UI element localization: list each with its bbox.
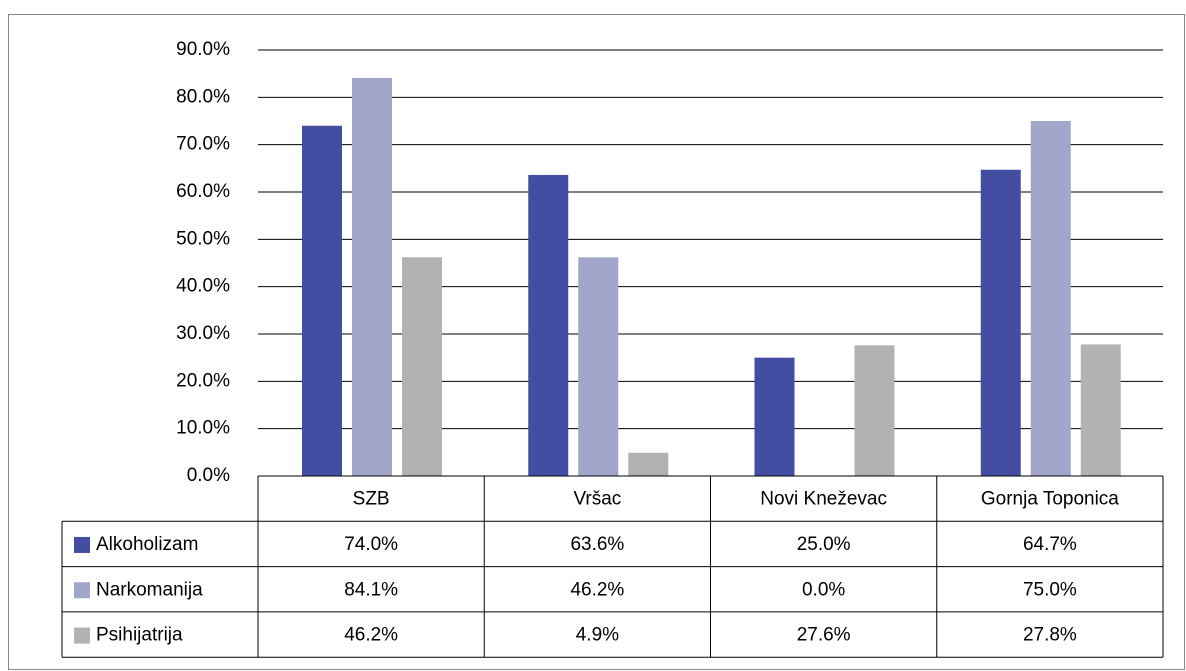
x-tick-label: SZB bbox=[353, 489, 390, 510]
y-tick-label: 50.0% bbox=[176, 228, 230, 249]
table-value: 27.8% bbox=[1023, 625, 1077, 646]
y-tick-label: 10.0% bbox=[176, 418, 230, 439]
bar bbox=[402, 257, 442, 476]
legend-label: Alkoholizam bbox=[96, 534, 198, 555]
y-tick-label: 30.0% bbox=[176, 323, 230, 344]
y-tick-label: 80.0% bbox=[176, 86, 230, 107]
table-value: 84.1% bbox=[344, 579, 398, 600]
y-tick-label: 20.0% bbox=[176, 370, 230, 391]
y-tick-label: 0.0% bbox=[187, 465, 230, 486]
y-tick-label: 40.0% bbox=[176, 276, 230, 297]
legend-label: Narkomanija bbox=[96, 579, 203, 600]
table-value: 64.7% bbox=[1023, 534, 1077, 555]
table-value: 46.2% bbox=[570, 579, 624, 600]
table-value: 75.0% bbox=[1023, 579, 1077, 600]
x-tick-label: Gornja Toponica bbox=[981, 489, 1119, 510]
y-tick-label: 70.0% bbox=[176, 134, 230, 155]
bar bbox=[302, 125, 342, 476]
table-value: 4.9% bbox=[576, 625, 619, 646]
bar bbox=[578, 257, 619, 476]
bar bbox=[628, 452, 669, 476]
x-tick-label: Vršac bbox=[573, 489, 621, 510]
table-value: 0.0% bbox=[802, 579, 845, 600]
bar bbox=[352, 77, 392, 476]
legend-label: Psihijatrija bbox=[96, 625, 183, 646]
bar bbox=[754, 357, 795, 476]
bar bbox=[980, 169, 1021, 476]
table-value: 74.0% bbox=[344, 534, 398, 555]
legend-swatch bbox=[74, 627, 90, 644]
bar bbox=[528, 174, 569, 476]
bar bbox=[854, 345, 895, 476]
legend-swatch bbox=[74, 536, 90, 553]
table-value: 27.6% bbox=[797, 625, 851, 646]
bar bbox=[1030, 121, 1071, 476]
y-tick-label: 60.0% bbox=[176, 181, 230, 202]
table-value: 46.2% bbox=[344, 625, 398, 646]
legend-swatch bbox=[74, 582, 90, 599]
bar bbox=[1080, 344, 1121, 476]
y-tick-label: 90.0% bbox=[176, 39, 230, 60]
table-value: 63.6% bbox=[570, 534, 624, 555]
x-tick-label: Novi Kneževac bbox=[760, 489, 887, 510]
table-value: 25.0% bbox=[797, 534, 851, 555]
